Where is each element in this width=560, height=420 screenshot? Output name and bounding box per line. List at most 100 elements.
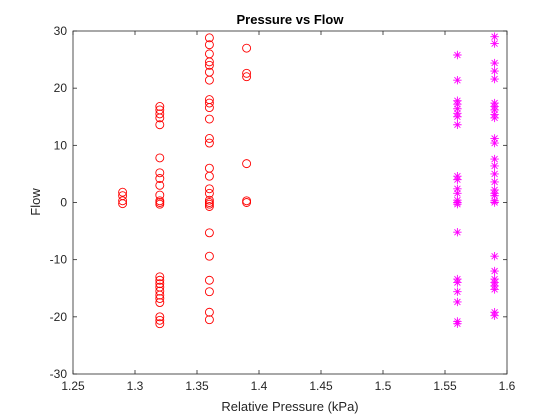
data-point-circle bbox=[155, 319, 165, 329]
y-tick-label: -30 bbox=[50, 367, 68, 381]
data-point-circle bbox=[204, 40, 214, 50]
y-tick-label: 30 bbox=[54, 24, 68, 38]
chart-title: Pressure vs Flow bbox=[237, 12, 345, 27]
x-axis-ticks: 1.25 1.3 1.35 1.4 1.45 1.5 1.55 1.6 bbox=[61, 31, 516, 393]
data-point-star bbox=[490, 134, 499, 143]
data-point-circle bbox=[204, 60, 214, 70]
data-point-star bbox=[453, 75, 462, 85]
data-point-star bbox=[453, 287, 462, 296]
data-point-circle bbox=[204, 251, 214, 261]
x-tick-label: 1.5 bbox=[375, 379, 392, 393]
data-point-circle bbox=[204, 287, 214, 297]
data-point-circle bbox=[204, 307, 214, 317]
data-point-star bbox=[490, 66, 499, 76]
data-point-circle bbox=[155, 180, 165, 190]
data-point-circle bbox=[242, 159, 252, 169]
data-point-circle bbox=[204, 199, 214, 209]
data-point-star bbox=[490, 266, 499, 276]
data-point-circle bbox=[155, 279, 165, 289]
data-point-star bbox=[453, 112, 462, 121]
data-point-circle bbox=[204, 98, 214, 108]
x-tick-label: 1.25 bbox=[61, 379, 85, 393]
data-point-star bbox=[490, 285, 499, 294]
data-point-circle bbox=[155, 109, 165, 119]
data-point-circle bbox=[204, 103, 214, 113]
data-point-star bbox=[453, 297, 462, 307]
data-point-circle bbox=[118, 199, 128, 209]
data-point-circle bbox=[204, 275, 214, 285]
data-point-star bbox=[490, 39, 499, 48]
data-point-circle bbox=[204, 188, 214, 198]
x-tick-label: 1.4 bbox=[251, 379, 268, 393]
data-point-star bbox=[453, 99, 462, 109]
data-point-circle bbox=[204, 57, 214, 67]
y-tick-label: -10 bbox=[50, 253, 68, 267]
x-tick-label: 1.45 bbox=[309, 379, 333, 393]
data-marks bbox=[118, 32, 499, 329]
x-tick-label: 1.3 bbox=[127, 379, 144, 393]
data-point-circle bbox=[204, 138, 214, 148]
data-point-star bbox=[490, 191, 499, 200]
data-point-star bbox=[490, 105, 499, 115]
data-point-circle bbox=[204, 33, 214, 43]
data-point-star bbox=[490, 252, 499, 261]
data-point-circle bbox=[155, 102, 165, 111]
data-point-circle bbox=[155, 113, 165, 123]
plot-area bbox=[73, 31, 507, 374]
data-point-circle bbox=[155, 120, 165, 130]
data-point-circle bbox=[155, 290, 165, 300]
y-axis-label: Flow bbox=[28, 188, 43, 216]
data-point-star bbox=[453, 319, 462, 328]
y-tick-label: 20 bbox=[54, 81, 68, 95]
data-point-circle bbox=[204, 228, 214, 238]
data-point-circle bbox=[204, 134, 214, 143]
data-point-star bbox=[453, 200, 462, 209]
data-point-circle bbox=[242, 68, 252, 78]
data-point-circle bbox=[155, 294, 165, 303]
data-point-circle bbox=[204, 202, 214, 211]
data-point-star bbox=[453, 189, 462, 198]
data-point-star bbox=[453, 104, 462, 113]
data-point-circle bbox=[204, 171, 214, 181]
data-point-circle bbox=[204, 195, 214, 205]
data-point-star bbox=[453, 228, 462, 237]
data-point-circle bbox=[204, 184, 214, 194]
data-point-circle bbox=[242, 43, 252, 53]
x-tick-label: 1.55 bbox=[433, 379, 457, 393]
data-point-circle bbox=[118, 196, 128, 206]
data-point-star bbox=[453, 184, 462, 193]
data-point-star bbox=[490, 161, 499, 171]
y-tick-label: -20 bbox=[50, 310, 68, 324]
data-point-star bbox=[490, 138, 499, 148]
y-axis-ticks: -30 -20 -10 0 10 20 30 bbox=[50, 24, 507, 381]
data-point-circle bbox=[155, 190, 165, 200]
data-point-star bbox=[490, 311, 499, 320]
data-point-circle bbox=[204, 114, 214, 124]
y-tick-label: 10 bbox=[54, 138, 68, 152]
data-point-circle bbox=[155, 174, 165, 183]
x-tick-label: 1.6 bbox=[499, 379, 516, 393]
data-point-star bbox=[490, 74, 499, 84]
data-point-star bbox=[490, 198, 499, 207]
x-tick-label: 1.35 bbox=[185, 379, 209, 393]
data-point-star bbox=[490, 32, 499, 41]
data-point-star bbox=[490, 177, 499, 187]
data-point-star bbox=[453, 278, 462, 287]
data-point-circle bbox=[155, 199, 165, 209]
data-point-circle bbox=[204, 75, 214, 85]
data-point-star bbox=[490, 169, 499, 179]
data-point-circle bbox=[155, 312, 165, 322]
data-point-star bbox=[453, 50, 462, 60]
x-axis-label: Relative Pressure (kPa) bbox=[221, 399, 358, 414]
data-point-circle bbox=[118, 187, 128, 197]
data-point-circle bbox=[242, 72, 252, 82]
data-point-star bbox=[490, 113, 499, 123]
data-point-circle bbox=[155, 272, 165, 282]
data-point-star bbox=[490, 154, 499, 164]
data-point-circle bbox=[155, 275, 165, 285]
data-point-star bbox=[453, 175, 462, 184]
data-point-star bbox=[453, 120, 462, 129]
data-point-circle bbox=[155, 315, 165, 325]
data-point-star bbox=[490, 58, 499, 68]
